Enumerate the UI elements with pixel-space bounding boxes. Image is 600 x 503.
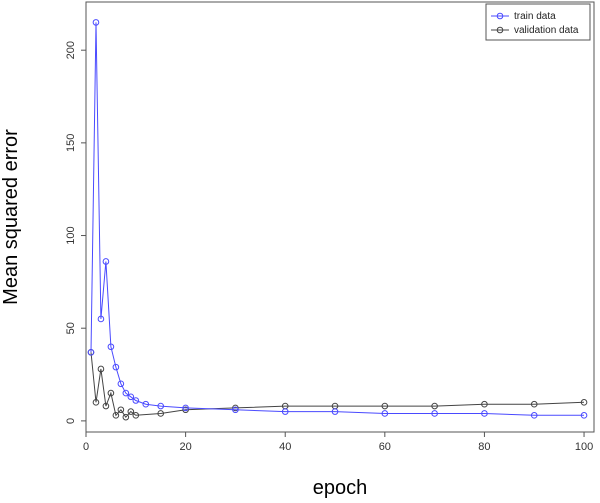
- series-1-point-18: [530, 400, 538, 408]
- x-axis-title: epoch: [313, 477, 368, 499]
- series-1-point-11: [182, 406, 189, 414]
- series-0-point-2: [97, 315, 105, 323]
- series-1-point-17: [481, 400, 488, 408]
- x-tick-label-4: 80: [478, 441, 490, 453]
- series-0-point-19: [530, 412, 538, 419]
- series-0-point-10: [142, 400, 150, 408]
- series-1-point-4: [107, 389, 115, 397]
- legend-train-marker: [496, 12, 504, 20]
- x-axis: 0 20 40 60 80 100: [83, 432, 593, 453]
- legend-validation-marker: [496, 26, 504, 34]
- series-1-point-7: [122, 413, 130, 421]
- series-0-point-0: [87, 349, 95, 356]
- series-1-point-3: [102, 402, 110, 410]
- series-0-point-8: [127, 393, 135, 401]
- series-1-point-6: [117, 406, 125, 414]
- y-tick-label-0: 0: [65, 418, 77, 424]
- series-1-point-12: [232, 404, 239, 412]
- series-0-point-11: [157, 402, 165, 410]
- series-1-point-2: [97, 365, 105, 373]
- x-tick-label-0: 0: [83, 441, 89, 453]
- series-0-point-17: [431, 410, 438, 417]
- series-0-point-4: [107, 343, 115, 351]
- series-0-point-13: [232, 406, 239, 414]
- series-1-point-16: [431, 402, 438, 410]
- series-0-point-9: [132, 397, 140, 404]
- y-tick-label-4: 200: [65, 41, 77, 59]
- series-0-point-3: [102, 258, 110, 265]
- series-0-point-1: [92, 19, 100, 26]
- y-tick-label-2: 100: [65, 226, 77, 244]
- series-0-point-7: [122, 389, 130, 397]
- x-tick-label-5: 100: [575, 441, 593, 453]
- legend-box: [485, 3, 591, 41]
- y-tick-label-3: 150: [65, 134, 77, 152]
- y-axis: 0 50 100 150 200: [65, 41, 86, 424]
- series-1-point-10: [157, 410, 165, 417]
- legend-validation-label: validation data: [514, 25, 579, 36]
- series-line-1: [90, 352, 585, 419]
- series-0-point-18: [481, 410, 488, 417]
- plot-frame: [85, 1, 595, 433]
- series-1-point-5: [112, 412, 120, 419]
- series-0-point-15: [331, 408, 339, 415]
- series-0-point-6: [117, 380, 125, 388]
- series-line-0: [90, 22, 584, 416]
- series-1-point-1: [92, 399, 100, 406]
- legend: train data validation data: [485, 3, 591, 41]
- series-1-point-19: [580, 399, 588, 406]
- x-tick-label-3: 60: [379, 441, 391, 453]
- x-tick-label-2: 40: [279, 441, 291, 453]
- series-1-point-8: [127, 408, 135, 415]
- series-0-point-5: [112, 363, 120, 371]
- series-0-point-14: [281, 408, 289, 415]
- series-layer: [87, 19, 588, 421]
- series-0-point-12: [182, 404, 189, 412]
- series-1-point-9: [132, 412, 140, 419]
- y-tick-label-1: 50: [65, 322, 77, 334]
- x-tick-label-1: 20: [179, 441, 191, 453]
- y-axis-title: Mean squared error: [0, 129, 22, 305]
- legend-train-label: train data: [514, 11, 556, 22]
- series-1-point-15: [381, 402, 389, 410]
- series-0-point-16: [381, 410, 389, 417]
- series-0-point-20: [580, 412, 588, 419]
